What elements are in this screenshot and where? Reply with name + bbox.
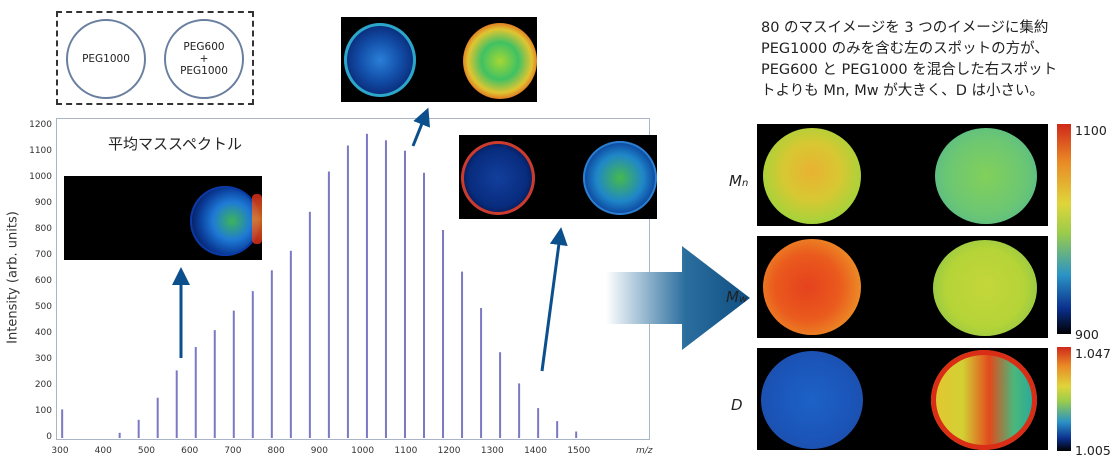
arrow-to-high-mz-image [540, 227, 568, 372]
x-tick-label: 700 [224, 446, 242, 456]
spectrum-peak [270, 270, 273, 438]
x-tick-label: 1500 [567, 446, 591, 456]
spectrum-peak [118, 432, 121, 438]
spectrum-peak [499, 352, 502, 438]
x-axis-label: m/z [636, 446, 653, 456]
mass-image-low-mz [64, 176, 262, 260]
spectrum-peak [575, 431, 578, 438]
row-label-mn: Mn [729, 172, 749, 190]
spectrum-peak [537, 408, 540, 438]
spectrum-peak [384, 140, 387, 439]
y-tick-label: 1000 [29, 172, 52, 182]
d-map-image [757, 348, 1048, 450]
y-tick-label: 200 [34, 380, 52, 390]
colorbar1-max: 1100 [1075, 123, 1107, 138]
y-tick-label: 0 [46, 432, 52, 442]
mw-map-image [757, 236, 1048, 338]
y-tick-label: 600 [34, 276, 52, 286]
peg1000-spot-circle: PEG1000 [66, 19, 146, 99]
spectrum-peak [346, 145, 349, 438]
explanation-line-1: 80 のマスイメージを 3 つのイメージに集約 [761, 20, 1049, 36]
colorbar2-max: 1.047 [1075, 346, 1111, 361]
explanation-line-3: PEG600 と PEG1000 を混合した右スポット [761, 62, 1058, 78]
spectrum-peak [365, 133, 368, 439]
sample-legend-box: PEG1000 PEG600 + PEG1000 [56, 11, 254, 105]
spectrum-peak [175, 370, 178, 438]
spectrum-peak [308, 211, 311, 438]
colorbar-mn-mw [1057, 124, 1071, 334]
explanation-line-2: PEG1000 のみを含む左のスポットの方が、 [761, 41, 1049, 57]
x-tick-label: 1400 [524, 446, 547, 456]
spectrum-peak [61, 409, 64, 438]
y-tick-label: 400 [34, 328, 52, 338]
y-tick-label: 100 [34, 406, 52, 416]
spectrum-peak [156, 397, 159, 438]
x-tick-label: 300 [51, 446, 69, 456]
x-tick-label: 1100 [394, 446, 418, 456]
x-tick-label: 1200 [437, 446, 461, 456]
spectrum-peak [518, 383, 521, 438]
spectrum-peak [423, 172, 426, 439]
x-tick-label: 1000 [351, 446, 375, 456]
spectrum-peak [137, 419, 140, 438]
arrow-to-mid-mz-image [411, 107, 431, 147]
x-tick-label: 400 [94, 446, 112, 456]
spectrum-peak [556, 421, 559, 438]
y-tick-label: 1200 [29, 120, 52, 130]
spectrum-peak [461, 271, 464, 438]
colorbar1-min: 900 [1075, 327, 1099, 342]
spectrum-peak [327, 171, 330, 438]
mass-image-high-mz [459, 135, 657, 219]
spectrum-peak [403, 150, 406, 438]
colorbar2-min: 1.005 [1075, 443, 1111, 458]
row-label-d: D [731, 396, 743, 414]
y-tick-label: 800 [34, 224, 52, 234]
x-tick-label: 900 [310, 446, 328, 456]
spectrum-peak [442, 230, 445, 438]
mass-image-mid-mz [341, 17, 537, 102]
spectrum-peak [251, 291, 254, 438]
colorbar-d [1057, 347, 1071, 451]
x-tick-label: 500 [137, 446, 156, 456]
peg600-peg1000-spot-circle: PEG600 + PEG1000 [164, 19, 244, 99]
big-right-arrow [606, 246, 750, 350]
spectrum-peak [232, 310, 235, 438]
row-label-mw: Mw [726, 288, 748, 306]
y-tick-label: 300 [34, 354, 52, 364]
mn-map-image [757, 124, 1048, 226]
y-tick-label: 1100 [29, 146, 52, 156]
x-tick-label: 800 [267, 446, 285, 456]
explanation-text: 80 のマスイメージを 3 つのイメージに集約 PEG1000 のみを含む左のス… [761, 18, 1111, 102]
spectrum-peak [194, 347, 197, 438]
spectrum-peak [480, 308, 483, 438]
x-tick-label: 1300 [480, 446, 504, 456]
spectrum-peak [213, 330, 216, 438]
chart-title: 平均マススペクトル [108, 135, 242, 153]
mass-spectrum-plot [61, 133, 578, 439]
y-tick-label: 700 [34, 250, 52, 260]
explanation-line-4: トよりも Mn, Mw が大きく、D は小さい。 [761, 83, 1044, 99]
x-tick-label: 600 [181, 446, 199, 456]
spectrum-peak [289, 250, 292, 438]
y-tick-label: 500 [34, 302, 52, 312]
y-tick-label: 900 [34, 198, 52, 208]
